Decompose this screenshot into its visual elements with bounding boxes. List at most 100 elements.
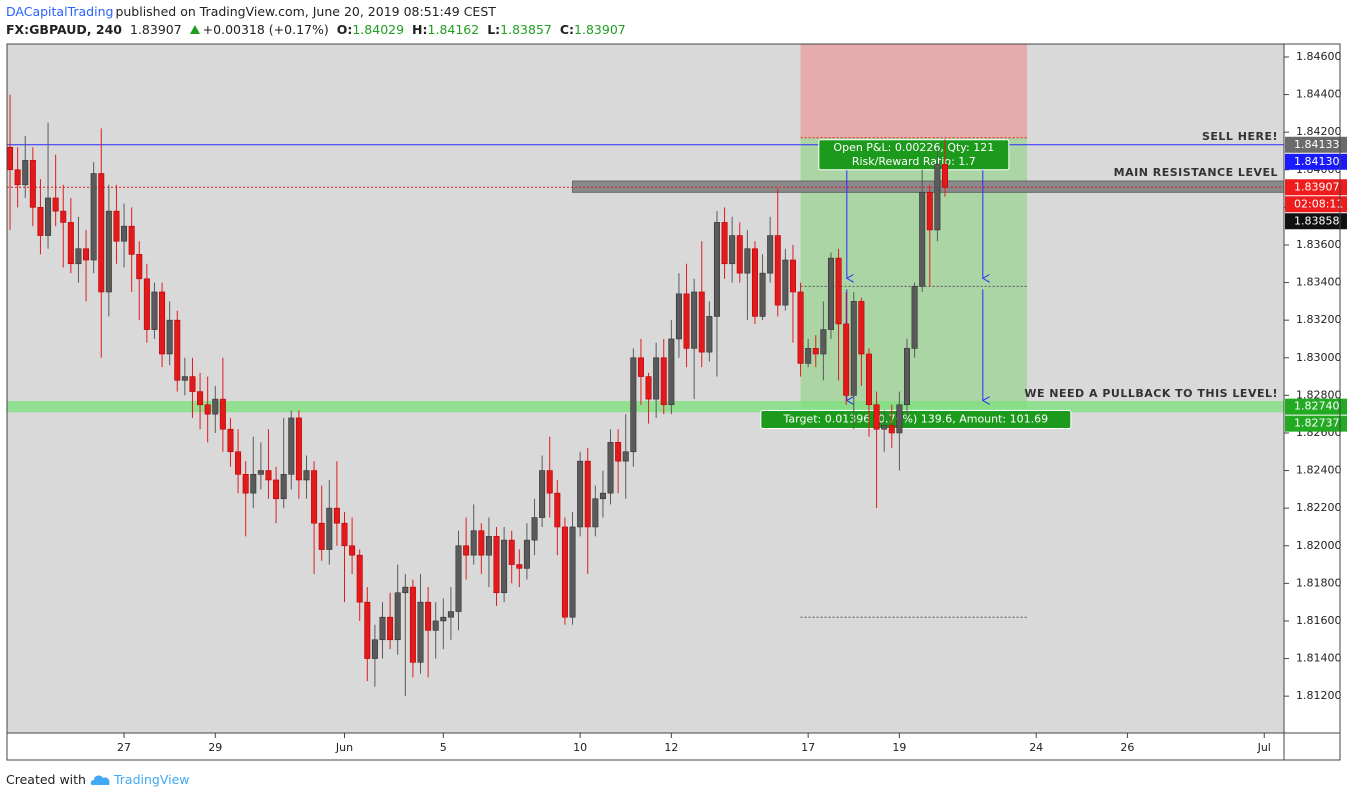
candle-body <box>432 620 439 631</box>
candle-body <box>212 398 219 415</box>
candle-body <box>759 272 766 317</box>
candle-body <box>105 210 112 293</box>
y-tick-label: 1.84600 <box>1296 50 1342 63</box>
candle-body <box>90 173 97 261</box>
candle-body <box>782 259 789 306</box>
y-tick-label: 1.81600 <box>1296 614 1342 627</box>
candle-body <box>67 222 74 265</box>
candle-body <box>257 470 264 475</box>
level-label: WE NEED A PULLBACK TO THIS LEVEL! <box>1024 387 1278 400</box>
x-tick-label: 26 <box>1120 741 1134 754</box>
candle-body <box>273 479 280 500</box>
candle-body <box>675 293 682 340</box>
candle-body <box>250 474 257 494</box>
price-tag-label: 1.82740 <box>1294 400 1340 413</box>
candle-body <box>713 222 720 317</box>
candle-body <box>478 530 485 556</box>
price-tag-label: 1.83907 <box>1294 180 1340 193</box>
candle-body <box>143 278 150 330</box>
candle-body <box>637 357 644 377</box>
candle-body <box>409 586 416 663</box>
target-box <box>760 410 1072 430</box>
candle-body <box>645 376 652 400</box>
ohlc-value: 1.84029 <box>352 22 405 37</box>
candle-body <box>805 348 812 364</box>
x-tick-label: Jul <box>1257 741 1271 754</box>
candle-body <box>729 235 736 265</box>
candle-body <box>60 210 67 223</box>
candle-body <box>417 601 424 663</box>
candle-body <box>333 507 340 524</box>
price-tag <box>1285 398 1347 415</box>
candle-body <box>265 470 272 481</box>
pnl-text: Open P&L: 0.00226, Qty: 121 <box>833 141 994 154</box>
price-tag <box>1285 136 1347 153</box>
candle-body <box>934 163 941 231</box>
candle-body <box>364 601 371 659</box>
candle-body <box>98 173 105 293</box>
candle-body <box>668 338 675 406</box>
x-tick-label: 17 <box>801 741 815 754</box>
y-tick-label: 1.84200 <box>1296 125 1342 138</box>
candle-body <box>29 160 36 208</box>
change: +0.00318 (+0.17%) <box>202 22 329 37</box>
price-tag <box>1285 153 1347 170</box>
candle-body <box>767 235 774 274</box>
candle-body <box>843 323 850 396</box>
candle-body <box>501 539 508 594</box>
candle-body <box>387 616 394 641</box>
candle-body <box>888 425 895 434</box>
candle-body <box>7 146 14 171</box>
candle-body <box>463 545 470 556</box>
candle-body <box>903 348 910 406</box>
candle-body <box>744 248 751 274</box>
candle-body <box>919 192 926 287</box>
candle-body <box>797 291 804 364</box>
candle-body <box>288 417 295 475</box>
candle-body <box>181 376 188 381</box>
candle-body <box>440 616 447 622</box>
logo <box>90 775 110 785</box>
candle-body <box>683 293 690 349</box>
candle-body <box>858 301 865 355</box>
quote-line: FX:GBPAUD, 240 1.83907 +0.00318 (+0.17%)… <box>6 22 630 37</box>
candle-body <box>52 197 59 212</box>
candle-body <box>394 592 401 641</box>
x-tick-label: 29 <box>208 741 222 754</box>
y-tick-label: 1.83600 <box>1296 238 1342 251</box>
candle-body <box>554 492 561 528</box>
frame <box>6 43 1341 761</box>
author[interactable]: DACapitalTrading <box>6 4 114 19</box>
candle-body <box>577 460 584 528</box>
x-tick-label: 27 <box>117 741 131 754</box>
target-text: Target: 0.01396 (0.76%) 139.6, Amount: 1… <box>782 413 1048 426</box>
candle-body <box>22 160 29 186</box>
candle-body <box>896 404 903 434</box>
candle-body <box>295 417 302 481</box>
candle-body <box>926 192 933 231</box>
target-zone <box>800 137 1028 409</box>
candle-body <box>83 248 90 261</box>
candle-body <box>630 357 637 453</box>
up-icon <box>189 25 200 34</box>
candle-body <box>599 492 606 500</box>
candle-body <box>204 404 211 415</box>
level-label: MAIN RESISTANCE LEVEL <box>1114 166 1278 179</box>
price-tag-label: 02:08:11 <box>1294 197 1343 210</box>
price-tag <box>1285 196 1347 213</box>
candle-body <box>166 319 173 355</box>
x-tick-label: 24 <box>1029 741 1043 754</box>
brand[interactable]: TradingView <box>113 772 190 787</box>
candle-body <box>736 235 743 274</box>
header-line: DACapitalTrading published on TradingView… <box>6 4 500 19</box>
candle-body <box>706 316 713 353</box>
y-tick-label: 1.83200 <box>1296 313 1342 326</box>
x-tick-label: 10 <box>573 741 587 754</box>
candle-body <box>37 207 44 236</box>
candle-body <box>774 235 781 306</box>
candle-body <box>197 391 204 406</box>
candle-body <box>311 470 318 524</box>
stop-zone <box>800 44 1028 138</box>
candle-body <box>128 225 135 255</box>
